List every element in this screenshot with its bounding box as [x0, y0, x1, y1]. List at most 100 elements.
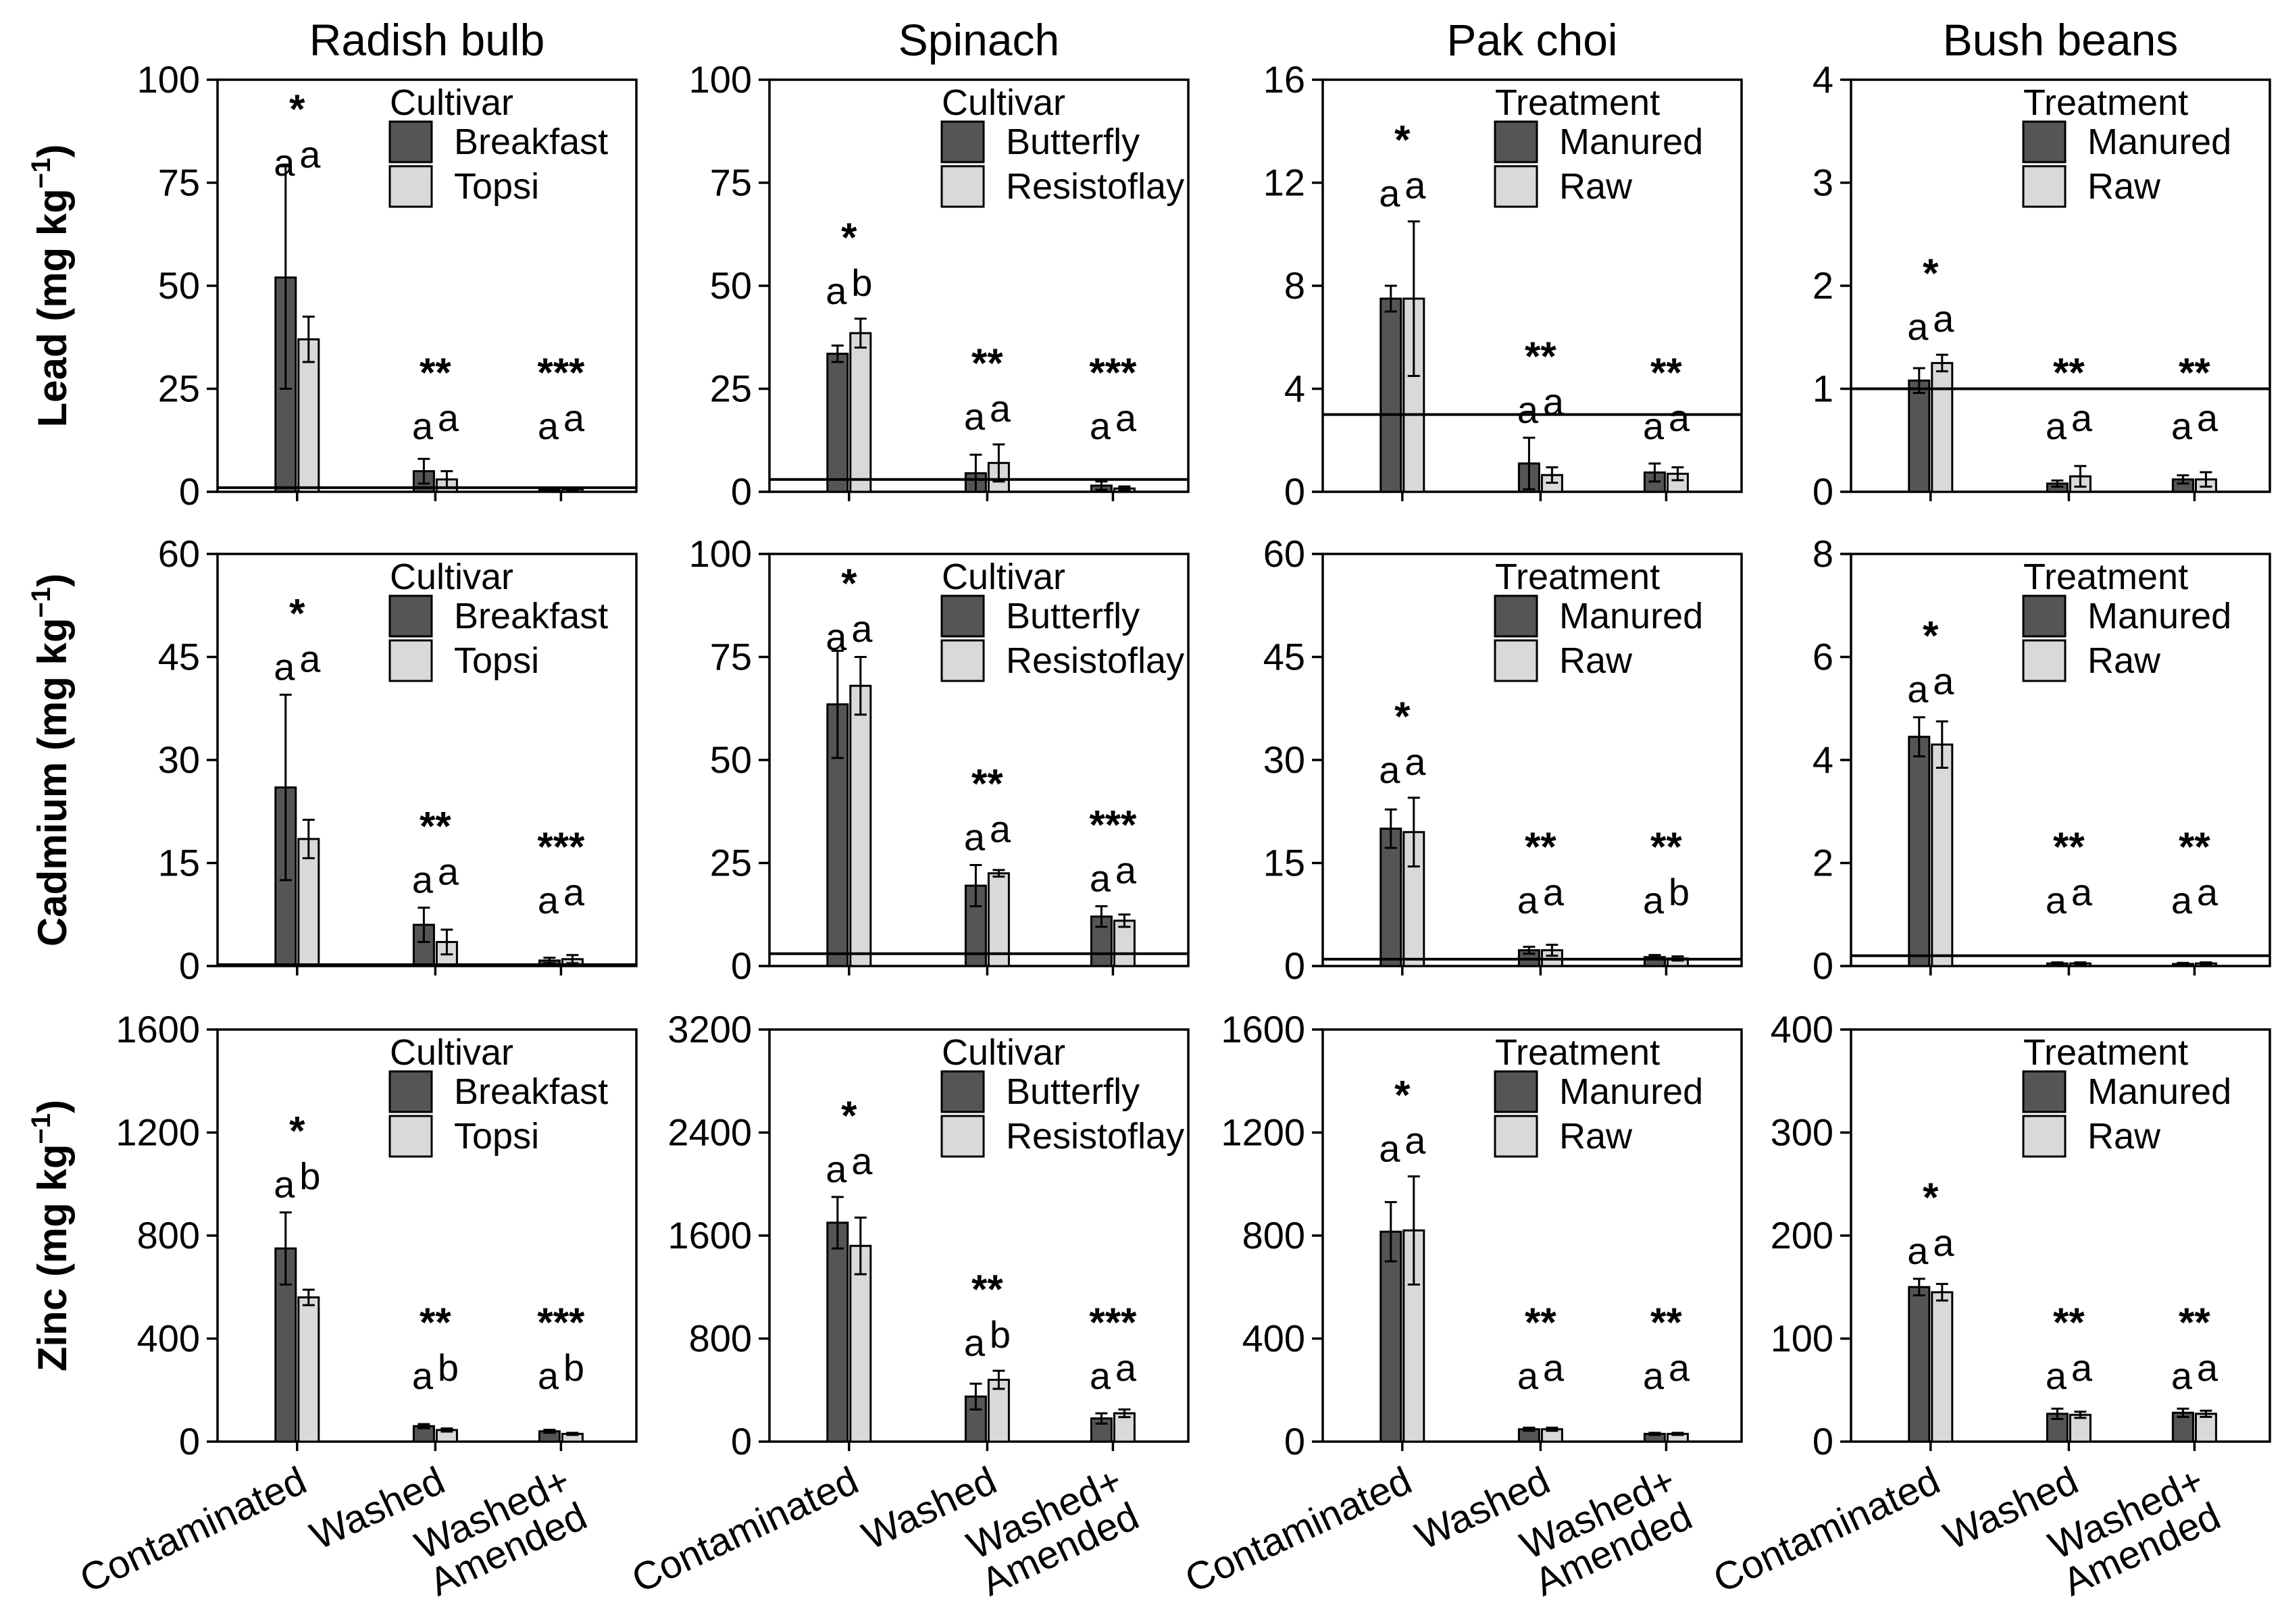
y-tick-label: 3200 [667, 1008, 752, 1050]
legend-label: Resistoflay [1006, 1116, 1184, 1157]
significance-letter: a [438, 397, 459, 439]
bar-raw [2194, 1413, 2217, 1443]
y-tick-label: 800 [689, 1317, 752, 1360]
y-tick-label: 50 [158, 264, 200, 307]
legend-label: Raw [1559, 640, 1633, 681]
significance-stars: ** [420, 1300, 451, 1345]
row-axis-title-exponent: −1 [26, 587, 56, 618]
y-tick-label: 0 [1284, 1420, 1305, 1463]
significance-stars: * [1394, 118, 1411, 163]
significance-stars: * [289, 86, 305, 132]
row-axis-title: Lead (mg kg−1) [26, 145, 75, 428]
significance-letter: a [563, 397, 585, 439]
significance-letter: a [538, 1354, 559, 1397]
significance-letter: b [563, 1346, 584, 1389]
significance-stars: ** [1525, 1300, 1556, 1345]
y-tick-label: 45 [158, 636, 200, 678]
y-tick-label: 0 [1813, 470, 1833, 513]
legend-swatch-resistoflay [940, 639, 985, 682]
y-tick-label: 100 [1771, 1317, 1833, 1360]
legend-label: Manured [1559, 596, 1703, 636]
legend-swatch-butterfly [940, 1070, 985, 1113]
legend-swatch-breakfast [388, 1070, 433, 1113]
legend-label: Manured [2087, 596, 2231, 636]
bar-resistoflay [849, 1244, 872, 1443]
y-tick-label: 0 [731, 944, 752, 987]
legend-label: Topsi [454, 640, 539, 681]
y-tick-label: 15 [158, 842, 200, 884]
significance-letter: b [851, 261, 872, 304]
legend-label: Topsi [454, 1116, 539, 1157]
bar-resistoflay [987, 872, 1010, 967]
y-tick-label: 75 [158, 161, 200, 204]
y-tick-label: 800 [1242, 1214, 1305, 1257]
y-tick-label: 200 [1771, 1214, 1833, 1257]
legend-label: Resistoflay [1006, 166, 1184, 207]
legend-title: Cultivar [390, 1032, 513, 1073]
y-tick-label: 4 [1284, 367, 1305, 410]
bar-butterfly [826, 353, 849, 493]
significance-letter: b [1669, 871, 1690, 913]
significance-letter: a [274, 645, 295, 688]
significance-letter: a [1090, 405, 1111, 447]
significance-letter: a [1379, 172, 1400, 215]
legend-swatch-topsi [388, 165, 433, 208]
y-tick-label: 0 [179, 944, 200, 987]
significance-letter: a [826, 1148, 847, 1190]
significance-letter: a [1643, 405, 1665, 447]
bar-resistoflay [1113, 919, 1136, 967]
significance-letter: a [826, 615, 847, 658]
significance-letter: a [1543, 1346, 1565, 1389]
significance-letter: a [538, 405, 559, 447]
y-tick-label: 2 [1813, 842, 1833, 884]
significance-letter: a [964, 816, 986, 859]
significance-letter: a [1404, 1119, 1426, 1161]
legend-swatch-breakfast [388, 120, 433, 163]
significance-letter: a [1115, 1346, 1137, 1389]
significance-letter: a [1090, 1354, 1111, 1397]
y-tick-label: 0 [1813, 944, 1833, 987]
legend-label: Raw [2087, 166, 2161, 207]
significance-stars: * [1923, 1175, 1939, 1220]
significance-letter: a [2171, 405, 2193, 447]
significance-stars: ** [420, 350, 451, 395]
significance-letter: a [412, 859, 434, 901]
x-category-label: Contaminated [74, 1458, 313, 1602]
y-tick-label: 400 [137, 1317, 200, 1360]
significance-letter: a [1517, 388, 1539, 431]
legend-label: Topsi [454, 166, 539, 207]
significance-stars: ** [2053, 1300, 2085, 1345]
row-axis-title-close: ) [30, 145, 75, 158]
bar-butterfly [826, 1221, 849, 1443]
significance-stars: * [841, 1093, 857, 1138]
y-tick-label: 25 [710, 842, 752, 884]
significance-letter: a [2071, 1346, 2093, 1389]
significance-letter: a [1933, 297, 1954, 340]
significance-letter: a [2197, 871, 2219, 913]
significance-stars: * [841, 215, 857, 260]
legend-label: Breakfast [454, 122, 608, 162]
significance-stars: *** [1089, 803, 1137, 848]
y-tick-label: 1600 [667, 1214, 752, 1257]
legend-swatch-breakfast [388, 594, 433, 638]
bar-raw [1931, 361, 1954, 493]
significance-letter: a [990, 808, 1011, 851]
panel-zinc-pak-choi: 040080012001600ContaminatedWashedWashed+… [1179, 1008, 1743, 1604]
significance-stars: * [1923, 251, 1939, 296]
y-tick-label: 0 [179, 470, 200, 513]
significance-stars: ** [1650, 350, 1682, 395]
y-tick-label: 75 [710, 636, 752, 678]
y-tick-label: 2400 [667, 1111, 752, 1154]
bar-raw [1931, 1291, 1954, 1443]
y-tick-label: 300 [1771, 1111, 1833, 1154]
significance-letter: a [412, 405, 434, 447]
significance-stars: ** [971, 761, 1003, 807]
significance-letter: a [1907, 305, 1929, 348]
legend-label: Manured [2087, 1071, 2231, 1112]
